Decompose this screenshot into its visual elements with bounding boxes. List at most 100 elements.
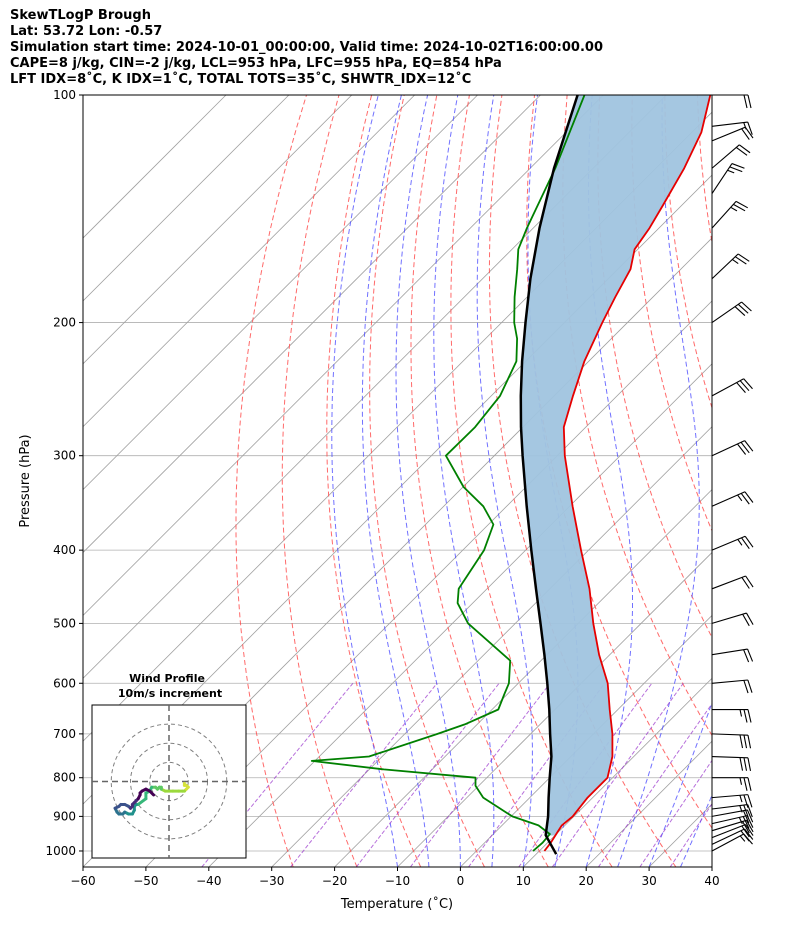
wind-barb <box>711 121 753 135</box>
isotherm-line <box>397 551 712 867</box>
y-axis-label: Pressure (hPa) <box>18 434 33 527</box>
wind-barb-flag <box>741 537 750 550</box>
wind-barb-staff <box>711 819 747 832</box>
wind-barb-staff <box>711 833 745 852</box>
wind-barb-staff <box>711 804 748 810</box>
wind-barb-flag <box>735 146 748 156</box>
moist-adiabat-line <box>331 95 398 867</box>
wind-barb-flag <box>745 575 754 588</box>
x-tick-label: 10 <box>516 874 531 888</box>
wind-barb-half-flag <box>737 494 743 502</box>
wind-barb-staff <box>711 163 733 194</box>
wind-barb-flag <box>746 820 754 833</box>
wind-barb-flag <box>731 163 745 169</box>
wind-barb-staff <box>711 733 748 736</box>
wind-barb-flag <box>744 491 754 503</box>
y-tick-label: 400 <box>53 543 76 557</box>
dry-adiabat-line <box>450 95 613 867</box>
wind-barb-staff <box>711 755 748 759</box>
x-tick-label: −60 <box>70 874 95 888</box>
moist-adiabat-line <box>395 95 461 867</box>
moist-adiabat-line <box>585 95 633 867</box>
wind-barb <box>711 804 753 818</box>
x-tick-label: 0 <box>457 874 465 888</box>
isotherm-line <box>83 95 604 616</box>
wind-barb-half-flag <box>737 539 743 546</box>
wind-barb-flag <box>737 303 749 314</box>
x-tick-label: −20 <box>322 874 347 888</box>
wind-barbs <box>711 94 754 852</box>
hodograph-segment <box>148 789 156 797</box>
wind-barb-flag <box>742 613 750 627</box>
wind-barb-staff <box>711 794 748 799</box>
wind-barb <box>711 819 754 834</box>
mixing-ratio-line <box>290 682 438 867</box>
dewpoint-trace <box>310 95 586 852</box>
wind-barb-flag <box>746 809 754 823</box>
dry-adiabat-line <box>763 95 794 867</box>
wind-barb-flag <box>743 804 749 818</box>
wind-barb-flag <box>741 825 750 838</box>
wind-barb-flag <box>739 144 751 154</box>
x-tick-label: 40 <box>704 874 719 888</box>
wind-barb-flag <box>743 757 748 771</box>
wind-barb-flag <box>747 777 752 791</box>
wind-barb-staff <box>711 575 746 590</box>
wind-barb-staff <box>711 491 746 507</box>
hodograph-inset: Wind Profile 10m/s increment <box>91 672 247 859</box>
wind-barb-flag <box>741 301 752 312</box>
cape-shaded-area <box>520 95 711 836</box>
wind-barb-half-flag <box>739 805 743 813</box>
wind-barb-flag <box>747 735 752 749</box>
dry-adiabat-line <box>281 95 358 867</box>
x-tick-label: −30 <box>259 874 284 888</box>
wind-barb <box>711 833 753 852</box>
hodograph-title: Wind Profile <box>129 672 205 685</box>
wind-barb-flag <box>737 253 750 262</box>
wind-barb-staff <box>711 828 745 845</box>
moist-adiabat-line <box>648 701 712 867</box>
x-axis-label: Temperature (˚C) <box>340 896 453 912</box>
x-tick-label: −50 <box>133 874 158 888</box>
wind-barb-half-flag <box>732 259 739 264</box>
wind-barb-half-flag <box>739 835 746 842</box>
wind-barb-staff <box>711 126 746 142</box>
wind-barb <box>711 755 752 772</box>
mixing-ratio-line <box>409 682 551 867</box>
wind-barb-staff <box>711 301 742 324</box>
wind-barb-half-flag <box>727 169 735 174</box>
wind-barb-flag <box>747 121 753 135</box>
wind-barb-flag <box>733 203 746 212</box>
wind-barb-flag <box>740 830 750 842</box>
wind-barb-flag <box>747 757 752 772</box>
dry-adiabat-line <box>664 95 712 410</box>
wind-barb-flag <box>743 794 749 808</box>
isotherm-line <box>83 95 667 679</box>
wind-barb-flag <box>739 380 750 392</box>
wind-barb-flag <box>739 757 744 771</box>
y-tick-label: 500 <box>53 616 76 630</box>
chart-title: SkewTLogP Brough <box>10 8 151 23</box>
wind-barb <box>711 301 752 324</box>
sounding-traces <box>310 95 712 855</box>
wind-barb-staff <box>711 378 744 397</box>
wind-barb <box>712 94 752 109</box>
isotherm-line <box>83 95 353 365</box>
wind-barb-staff <box>711 815 748 825</box>
wind-barb-half-flag <box>730 206 738 212</box>
isotherm-line <box>271 426 712 867</box>
wind-barb <box>711 612 754 627</box>
y-axis-ticks: 1000 900 800 700 600 500 400 300 200 100 <box>45 88 83 858</box>
moist-adiabat-line <box>433 95 495 867</box>
wind-barb <box>711 648 754 663</box>
wind-barb-flag <box>734 306 746 316</box>
wind-barb-flag <box>745 824 754 836</box>
wind-barb-flag <box>735 200 749 209</box>
wind-barb <box>711 253 750 280</box>
wind-barb-flag <box>746 612 754 625</box>
wind-barb-flag <box>744 440 754 452</box>
wind-barb-flag <box>747 94 752 109</box>
moist-adiabat-line <box>617 95 700 867</box>
wind-barb-half-flag <box>739 709 743 717</box>
wind-barb-flag <box>736 382 746 393</box>
